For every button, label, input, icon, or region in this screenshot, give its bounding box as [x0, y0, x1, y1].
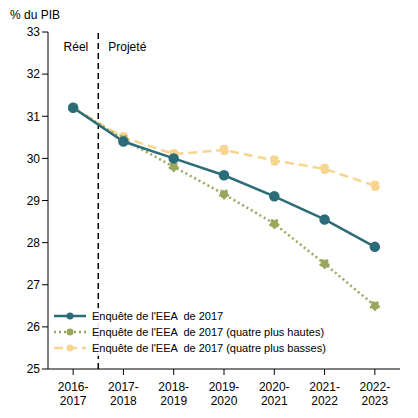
svg-text:2017-2018: 2017-2018: [108, 380, 139, 408]
svg-text:28: 28: [27, 236, 41, 250]
svg-text:2022-2023: 2022-2023: [360, 380, 391, 408]
svg-text:27: 27: [27, 278, 41, 292]
svg-text:2020-2021: 2020-2021: [259, 380, 290, 408]
svg-text:31: 31: [27, 110, 41, 124]
svg-text:2021-2022: 2021-2022: [309, 380, 340, 408]
svg-text:30: 30: [27, 152, 41, 166]
svg-text:32: 32: [27, 67, 41, 81]
html-text:Enquête de l'EEA de 2017 (quat: Enquête de l'EEA de 2017 (quatre plus ha…: [92, 326, 324, 338]
svg-text:Projeté: Projeté: [108, 40, 146, 54]
html-text:Enquête de l'EEA de 2017: Enquête de l'EEA de 2017: [92, 310, 224, 322]
svg-text:29: 29: [27, 194, 41, 208]
svg-text:2016-2017: 2016-2017: [58, 380, 89, 408]
svg-text:33: 33: [27, 25, 41, 39]
html-text:Enquête de l'EEA de 2017 (quat: Enquête de l'EEA de 2017 (quatre plus ba…: [92, 342, 326, 354]
svg-text:2019-2020: 2019-2020: [209, 380, 240, 408]
svg-text:Réel: Réel: [64, 40, 89, 54]
svg-text:25: 25: [27, 362, 41, 376]
svg-text:26: 26: [27, 320, 41, 334]
html-text:% du PIB: % du PIB: [10, 8, 60, 22]
svg-text:2018-2019: 2018-2019: [158, 380, 189, 408]
